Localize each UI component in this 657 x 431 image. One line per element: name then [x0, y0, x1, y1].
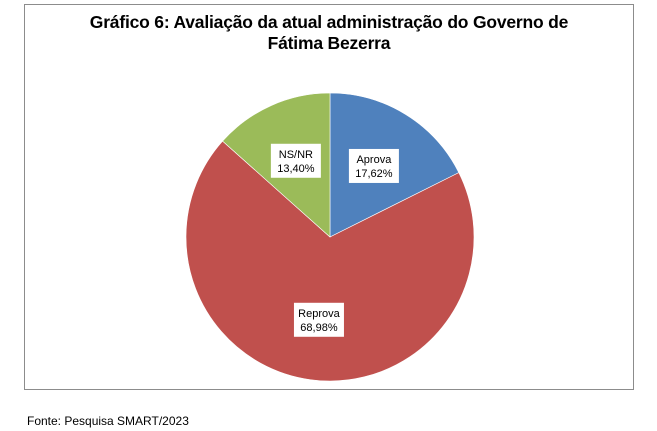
data-label-category: Aprova	[356, 154, 392, 166]
data-label-box	[348, 148, 399, 183]
data-label-value: 13,40%	[277, 163, 315, 175]
chart-title-line-1: Gráfico 6: Avaliação da atual administra…	[89, 12, 569, 32]
source-note: Fonte: Pesquisa SMART/2023	[27, 414, 189, 428]
data-label-ns-nr: NS/NR 13,40%	[270, 143, 321, 178]
data-label-reprova: Reprova 68,98%	[293, 302, 344, 337]
pie-slice-reprova	[185, 140, 475, 382]
data-label-box	[270, 143, 321, 178]
data-label-aprova: Aprova 17,62%	[348, 148, 399, 183]
pie-slices	[185, 92, 475, 382]
data-label-value: 68,98%	[300, 322, 338, 334]
chart-title-line-2: Fátima Bezerra	[267, 33, 391, 53]
data-label-category: Reprova	[298, 308, 340, 320]
data-label-box	[293, 302, 344, 337]
chart-title: Gráfico 6: Avaliação da atual administra…	[0, 12, 657, 54]
data-label-value: 17,62%	[355, 168, 393, 180]
data-label-category: NS/NR	[279, 149, 313, 161]
pie-labels: Aprova 17,62% Reprova 68,98% NS/NR 13,40%	[270, 143, 399, 337]
